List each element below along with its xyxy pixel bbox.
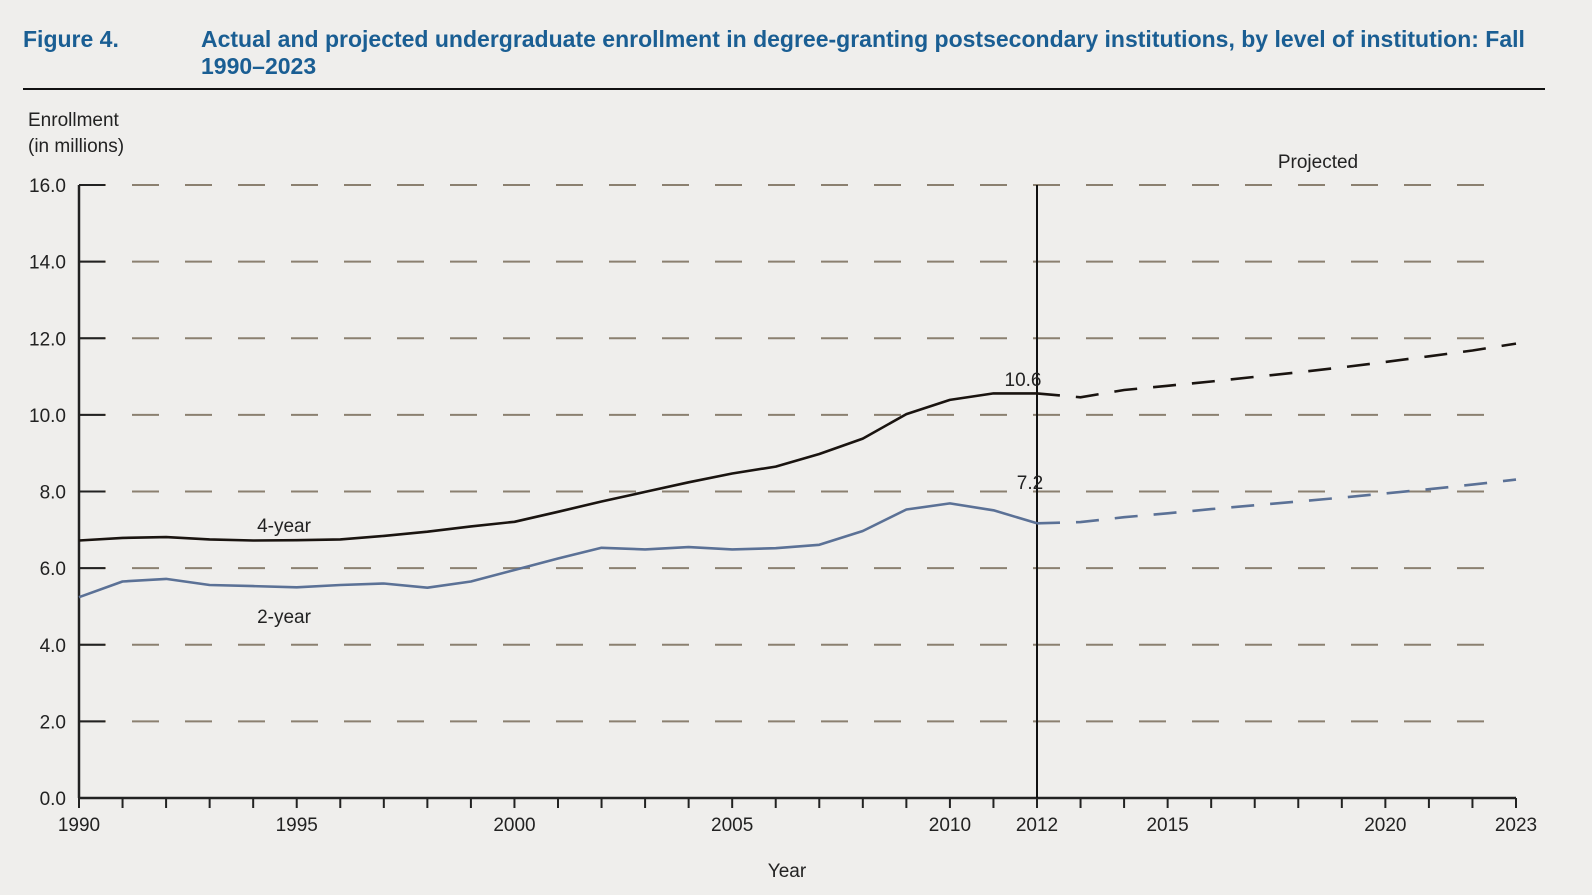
y-tick-label: 6.0 (40, 559, 66, 580)
y-tick-label: 12.0 (29, 329, 66, 350)
x-tick-label: 2012 (1016, 815, 1058, 836)
projected-label: Projected (1278, 152, 1358, 173)
y-tick-label: 0.0 (40, 789, 66, 810)
y-tick-label: 2.0 (40, 712, 66, 733)
y-tick-label: 10.0 (29, 406, 66, 427)
series-lines (79, 344, 1516, 598)
x-tick-label: 1990 (58, 815, 100, 836)
x-tick-labels: 1990 1995 2000 2005 2010 2012 2015 2020 2023 (58, 815, 1537, 836)
x-tick-label: 2015 (1146, 815, 1188, 836)
enrollment-chart: 0.0 2.0 4.0 6.0 8.0 10.0 12.0 14.0 16.0 1990 1995… (0, 0, 1592, 895)
y-axis-label-line2: (in millions) (28, 136, 124, 157)
gridlines (79, 185, 1510, 721)
series-label-4-year: 4-year (257, 516, 312, 537)
y-axis-label-line1: Enrollment (28, 110, 120, 131)
x-axis-label: Year (768, 861, 807, 882)
x-tick-label: 2023 (1495, 815, 1537, 836)
x-tick-label: 2005 (711, 815, 753, 836)
axes (79, 185, 1516, 808)
x-tick-label: 2020 (1364, 815, 1406, 836)
y-tick-label: 4.0 (40, 636, 66, 657)
end-label-4-year: 10.6 (1005, 370, 1042, 391)
y-tick-label: 8.0 (40, 483, 66, 504)
y-tick-label: 16.0 (29, 176, 66, 197)
x-tick-label: 2000 (493, 815, 535, 836)
x-tick-label: 1995 (276, 815, 318, 836)
series-line-4-year-projected (1037, 344, 1516, 398)
x-tick-label: 2010 (929, 815, 971, 836)
series-line-2-year-actual (79, 503, 1037, 597)
y-tick-label: 14.0 (29, 253, 66, 274)
y-tick-labels: 0.0 2.0 4.0 6.0 8.0 10.0 12.0 14.0 16.0 (29, 176, 66, 810)
series-label-2-year: 2-year (257, 607, 312, 628)
series-line-2-year-projected (1037, 480, 1516, 524)
end-label-2-year: 7.2 (1017, 473, 1043, 494)
